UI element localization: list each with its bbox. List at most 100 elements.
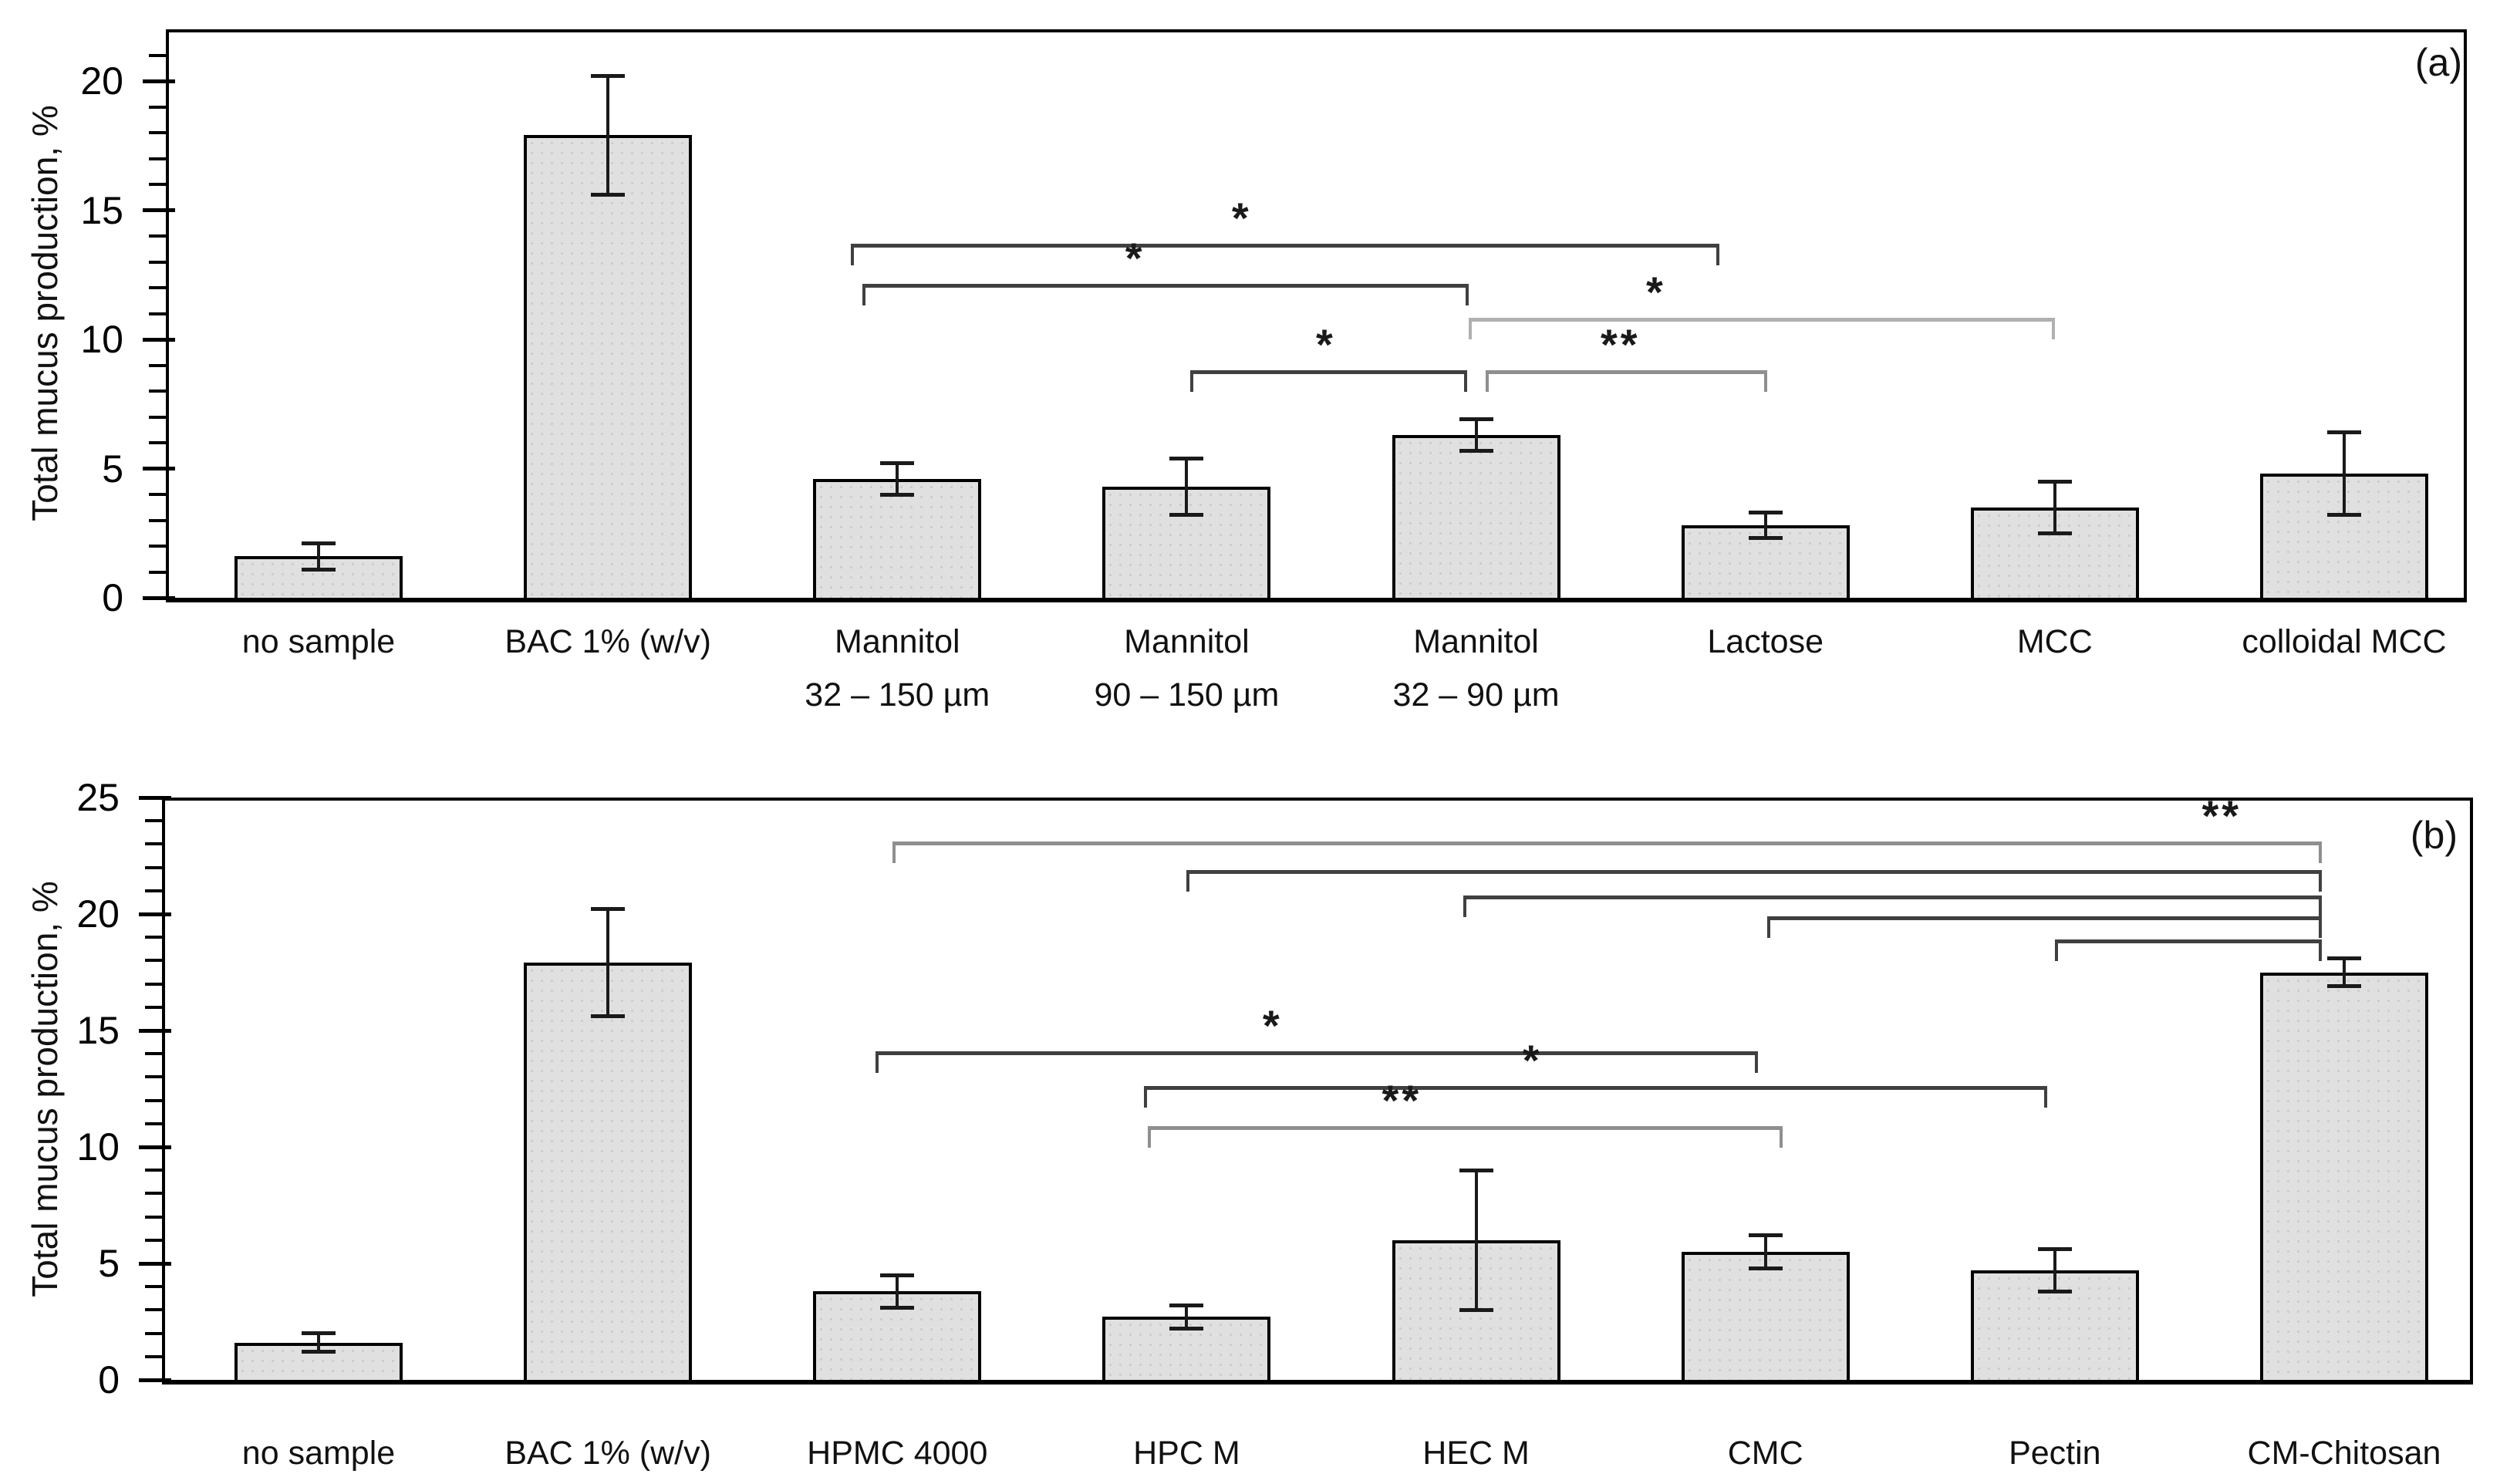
y-tick-minor	[149, 157, 167, 160]
y-tick-minor	[149, 545, 167, 548]
y-tick-minor	[145, 1238, 164, 1242]
error-bar-bac-1-w-v	[606, 76, 610, 195]
error-bar-colloidal-mcc	[2342, 432, 2346, 515]
sig-bracket-a-3	[1468, 317, 2055, 339]
x-category-label-line1: HPC M	[1133, 1435, 1240, 1472]
y-tick-minor	[149, 518, 167, 522]
sig-label-a-2: *	[1125, 233, 1145, 282]
y-tick-major	[143, 467, 175, 470]
y-tick-minor	[149, 286, 167, 289]
x-category-label-bac-1-w-v: BAC 1% (w/v)	[457, 616, 758, 669]
x-category-label-pectin: Pectin	[1905, 1427, 2205, 1480]
x-category-label-colloidal-mcc: colloidal MCC	[2194, 616, 2495, 669]
sig-label-a-3: *	[1645, 267, 1666, 316]
error-bar-bac-1-w-v	[606, 909, 610, 1017]
y-tick-minor	[149, 105, 167, 109]
y-tick-minor	[145, 1308, 164, 1312]
y-tick-minor	[145, 1285, 164, 1289]
y-tick-label: 20	[76, 892, 120, 936]
y-tick-label: 10	[76, 1125, 120, 1169]
sig-label-b-1: **	[2201, 791, 2242, 841]
y-tick-label: 5	[98, 1242, 120, 1285]
x-category-label-cmc: CMC	[1615, 1427, 1916, 1480]
y-tick-major	[139, 1145, 171, 1149]
error-bar-cap-top	[880, 461, 915, 466]
y-tick-major	[143, 208, 175, 212]
y-tick-minor	[145, 936, 164, 939]
y-tick-label: 10	[80, 318, 123, 361]
error-bar-cap-top	[591, 73, 626, 78]
y-tick-minor	[145, 1052, 164, 1056]
error-bar-cap-bottom	[2326, 513, 2361, 518]
y-tick-minor	[145, 1215, 164, 1219]
panel-letter-a: (a)	[2414, 41, 2462, 84]
sig-label-a-4: *	[1316, 320, 1336, 369]
y-tick-minor	[145, 959, 164, 963]
sig-bracket-a-5	[1485, 370, 1767, 393]
error-bar-cmc	[1763, 1235, 1767, 1269]
error-bar-mannitol	[1185, 458, 1189, 515]
y-tick-label: 25	[76, 776, 120, 819]
bar-cmc	[1681, 1251, 1850, 1380]
x-category-label-line1: Mannitol	[835, 623, 960, 660]
bar-pectin	[1970, 1270, 2139, 1380]
x-category-label-line1: MCC	[2016, 623, 2093, 660]
x-category-label-hec-m: HEC M	[1326, 1427, 1627, 1480]
y-tick-major	[143, 337, 175, 342]
x-category-label-line1: Pectin	[2009, 1435, 2101, 1472]
error-bar-cap-top	[2326, 956, 2361, 960]
error-bar-cap-bottom	[1459, 448, 1493, 453]
sig-label-a-5: **	[1601, 320, 1641, 369]
x-category-label-line1: HEC M	[1422, 1435, 1530, 1472]
error-bar-cap-bottom	[591, 192, 626, 197]
y-tick-major	[143, 595, 175, 600]
error-bar-mcc	[2053, 481, 2056, 534]
x-category-label-cm-chitosan: CM-Chitosan	[2194, 1427, 2495, 1480]
x-category-label-line1: CMC	[1727, 1435, 1803, 1472]
x-category-label-line1: Mannitol	[1124, 623, 1250, 660]
y-tick-label: 15	[76, 1009, 120, 1052]
y-tick-minor	[149, 363, 167, 367]
x-category-label-mannitol: Mannitol 32 – 150 µm	[747, 616, 1048, 722]
y-tick-minor	[149, 415, 167, 419]
y-tick-minor	[145, 1098, 164, 1102]
x-category-label-line2: 32 – 90 µm	[1392, 676, 1560, 713]
y-tick-minor	[149, 441, 167, 444]
y-tick-minor	[149, 570, 167, 574]
error-bar-cap-bottom	[2037, 531, 2072, 535]
y-tick-minor	[145, 1005, 164, 1009]
y-tick-minor	[149, 53, 167, 57]
sig-bracket-b-3	[1463, 895, 2322, 917]
error-bar-mannitol	[896, 463, 899, 494]
y-tick-minor	[149, 390, 167, 393]
error-bar-cap-bottom	[1459, 1307, 1493, 1312]
y-tick-minor	[145, 1192, 164, 1196]
y-tick-minor	[145, 1169, 164, 1172]
y-tick-major	[139, 1028, 171, 1033]
error-bar-cap-bottom	[1748, 1266, 1783, 1270]
x-category-label-line1: HPMC 4000	[807, 1435, 988, 1472]
error-bar-cap-bottom	[302, 1350, 336, 1354]
error-bar-mannitol	[1474, 419, 1478, 451]
x-category-label-line1: Lactose	[1707, 623, 1824, 660]
error-bar-no-sample	[317, 1333, 320, 1352]
error-bar-cap-top	[1748, 510, 1783, 514]
error-bar-cap-top	[2037, 479, 2072, 484]
y-axis-title-b: Total mucus production, %	[25, 881, 65, 1297]
error-bar-hpc-m	[1185, 1305, 1189, 1329]
y-tick-major	[139, 1378, 171, 1382]
y-tick-label: 0	[98, 1358, 120, 1401]
x-category-label-hpmc-4000: HPMC 4000	[747, 1427, 1048, 1480]
y-tick-minor	[145, 842, 164, 846]
sig-bracket-b-7	[1144, 1086, 2047, 1108]
error-bar-cap-top	[302, 1331, 336, 1336]
y-tick-label: 15	[80, 188, 123, 232]
error-bar-cap-top	[1748, 1233, 1783, 1238]
y-tick-minor	[149, 131, 167, 134]
y-tick-major	[139, 912, 171, 916]
x-category-label-line1: Mannitol	[1413, 623, 1539, 660]
y-tick-minor	[145, 1075, 164, 1079]
error-bar-hpmc-4000	[896, 1275, 899, 1308]
sig-bracket-b-2	[1186, 869, 2322, 892]
x-category-label-bac-1-w-v: BAC 1% (w/v)	[457, 1427, 758, 1480]
